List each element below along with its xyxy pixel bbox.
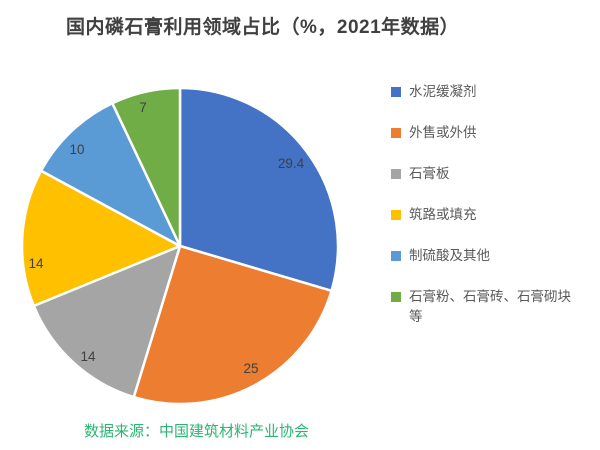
legend-label: 水泥缓凝剂 <box>409 84 477 99</box>
legend-item-2: 石膏板 <box>391 164 591 184</box>
pie-slice-3 <box>20 169 182 308</box>
pie-slice-1 <box>132 244 333 406</box>
legend-swatch-icon <box>391 210 401 220</box>
slice-data-label-1: 25 <box>243 361 258 376</box>
legend-swatch-icon <box>391 251 401 261</box>
source-note: 数据来源：中国建筑材料产业协会 <box>84 423 310 440</box>
legend-item-0: 水泥缓凝剂 <box>391 82 591 102</box>
legend: 水泥缓凝剂外售或外供石膏板筑路或填充制硫酸及其他石膏粉、石膏砖、石膏砌块等 <box>391 82 591 348</box>
slice-data-label-0: 29.4 <box>278 156 305 171</box>
slice-data-label-2: 14 <box>80 349 96 364</box>
legend-label: 外售或外供 <box>409 125 477 140</box>
legend-swatch-icon <box>391 87 401 97</box>
slice-data-label-3: 14 <box>28 256 44 271</box>
slice-data-label-4: 10 <box>69 142 84 157</box>
legend-item-5: 石膏粉、石膏砖、石膏砌块等 <box>391 287 591 327</box>
legend-label: 筑路或填充 <box>409 207 477 222</box>
slice-data-label-5: 7 <box>139 100 147 115</box>
chart-title: 国内磷石膏利用领域占比（%，2021年数据） <box>66 17 460 38</box>
pie-slice-0 <box>178 86 340 293</box>
legend-label: 石膏粉、石膏砖、石膏砌块等 <box>409 289 571 324</box>
legend-item-4: 制硫酸及其他 <box>391 246 591 266</box>
pie-slice-2 <box>32 244 182 399</box>
legend-label: 石膏板 <box>409 166 450 181</box>
legend-item-3: 筑路或填充 <box>391 205 591 225</box>
pie-slice-4 <box>39 101 182 248</box>
pie-slice-5 <box>111 86 182 248</box>
legend-swatch-icon <box>391 128 401 138</box>
legend-item-1: 外售或外供 <box>391 123 591 143</box>
legend-swatch-icon <box>391 169 401 179</box>
legend-label: 制硫酸及其他 <box>409 248 490 263</box>
legend-swatch-icon <box>391 292 401 302</box>
